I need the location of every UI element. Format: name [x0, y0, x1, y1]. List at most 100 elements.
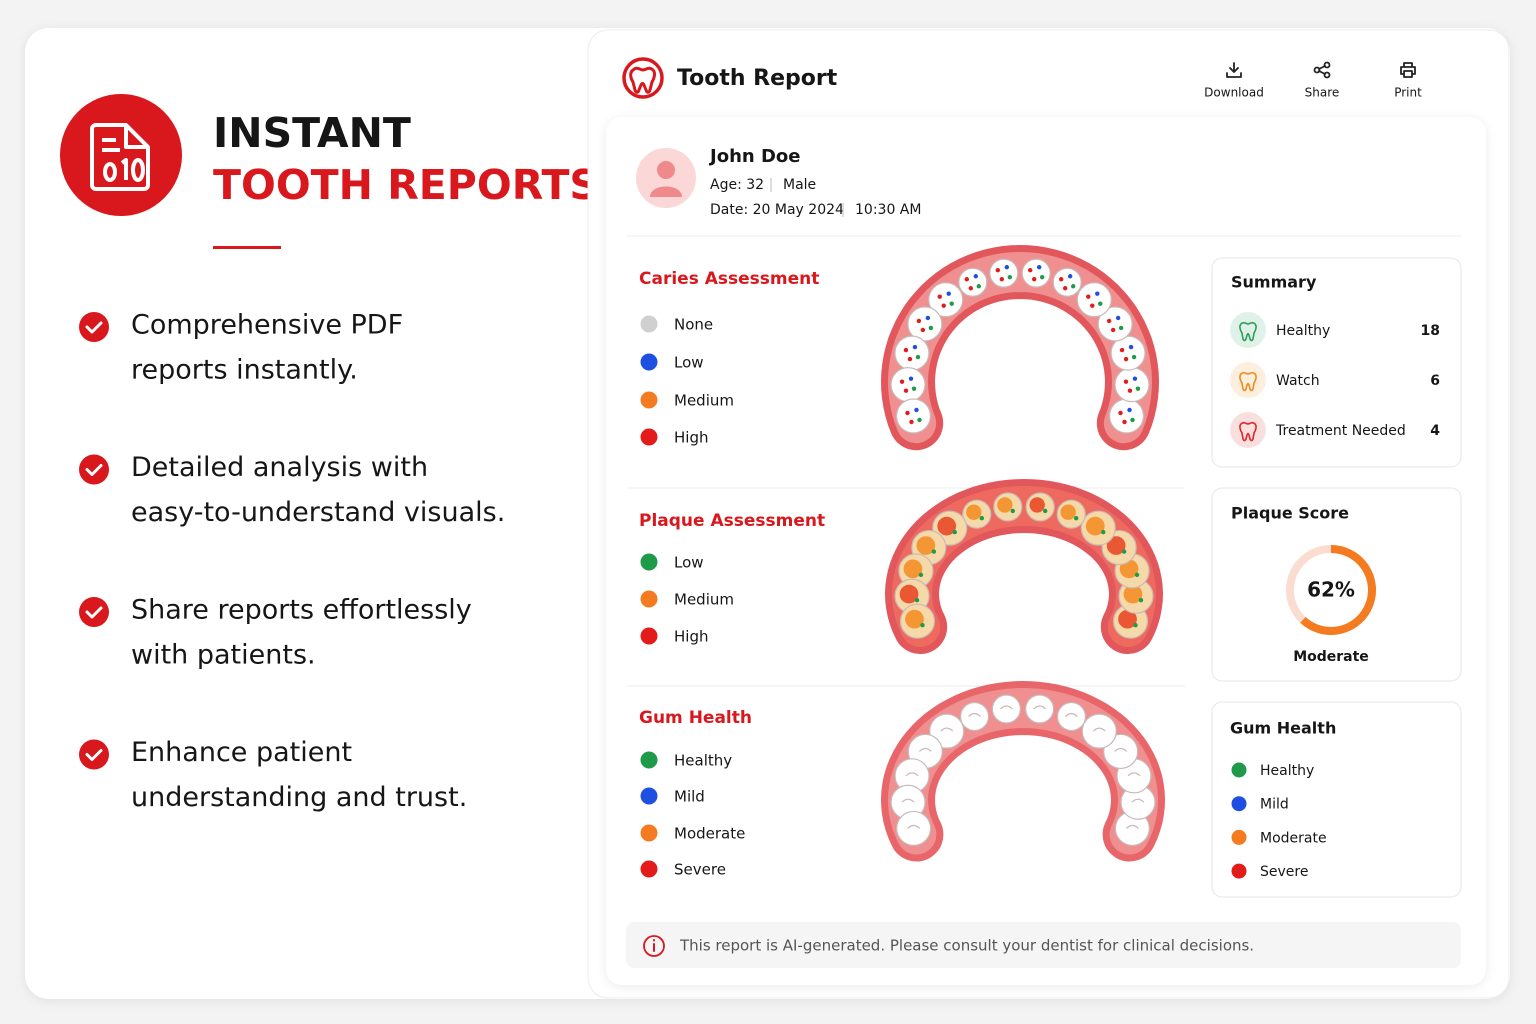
- feature-text: Detailed analysis with: [131, 452, 428, 483]
- check-mark: [85, 749, 103, 761]
- caries-spot: [928, 325, 934, 331]
- plaque-spot: [1133, 622, 1138, 628]
- report-logo: [622, 57, 664, 99]
- tooth: [991, 694, 1021, 724]
- status-icon-bg: [1230, 312, 1266, 348]
- feature-text: easy-to-understand visuals.: [131, 497, 505, 528]
- legend-dot: [640, 553, 658, 571]
- avatar-body: [650, 186, 682, 197]
- legend-dot: [1231, 863, 1247, 879]
- share-icon[interactable]: [1313, 61, 1331, 79]
- caries-spot: [1119, 347, 1125, 353]
- legend-dot: [1231, 796, 1247, 812]
- tooth: [1056, 701, 1087, 732]
- caries-spot: [1130, 417, 1135, 423]
- plaque-spot: [1123, 584, 1143, 604]
- plaque-spot: [1029, 497, 1045, 513]
- legend-label: Low: [674, 554, 704, 572]
- action-label: Download: [1204, 86, 1264, 100]
- caries-spot: [925, 315, 931, 321]
- tooth: [1108, 398, 1145, 434]
- caries-spot: [912, 344, 918, 350]
- caries-spot: [1004, 264, 1010, 270]
- tooth-groove: [901, 798, 915, 803]
- caries-spot: [1095, 291, 1100, 296]
- caries-spot: [973, 274, 979, 279]
- plaque-spot: [920, 622, 925, 628]
- caries-spot: [899, 379, 905, 384]
- feature-list: Comprehensive PDF reports instantly. Detai…: [79, 310, 505, 813]
- plaque-spot: [1106, 536, 1126, 555]
- caries-spot: [1106, 318, 1112, 324]
- hero-underline: [213, 246, 281, 249]
- legend-dot: [640, 824, 658, 842]
- tooth-groove: [1065, 712, 1078, 718]
- status-count: 4: [1430, 423, 1440, 439]
- caries-spot: [1067, 274, 1073, 279]
- caries-spot: [1127, 388, 1133, 393]
- tooth: [1097, 306, 1133, 342]
- tooth-groove: [999, 705, 1013, 710]
- caries-spot: [914, 407, 919, 413]
- tooth-groove: [1033, 705, 1047, 710]
- status-label: Healthy: [1276, 323, 1330, 339]
- download-icon[interactable]: [1226, 62, 1242, 78]
- caries-spot: [964, 277, 970, 282]
- tooth-groove: [905, 772, 919, 777]
- legend-label: Severe: [1260, 864, 1308, 880]
- caries-spot: [968, 286, 974, 291]
- caries-spot: [1039, 274, 1045, 280]
- print-icon[interactable]: [1400, 62, 1416, 78]
- plaque-title: Plaque Score: [1231, 504, 1349, 523]
- tooth: [989, 258, 1019, 288]
- hero-title-accent: TOOTH REPORTS: [213, 161, 599, 209]
- plaque-spot: [997, 497, 1013, 513]
- tooth: [895, 398, 932, 434]
- plaque-score: 62%: [1307, 578, 1355, 602]
- plaque-spot: [1121, 549, 1127, 554]
- disclaimer-bar: [626, 922, 1461, 968]
- plaque-spot: [1085, 516, 1105, 536]
- caries-spot: [1131, 354, 1137, 360]
- caries-spot: [941, 303, 946, 308]
- legend-dot: [640, 860, 658, 878]
- caries-spot: [1118, 325, 1124, 331]
- caries-spot: [908, 376, 914, 381]
- legend-label: High: [674, 429, 708, 447]
- tooth: [907, 306, 943, 342]
- status-icon-bg: [1230, 362, 1266, 398]
- plaque-spot: [1060, 504, 1076, 520]
- plaque-spot: [903, 559, 923, 579]
- caries-spot: [1127, 407, 1132, 413]
- check-icon: [79, 739, 109, 770]
- plaque-spot: [914, 597, 920, 603]
- report-title: Tooth Report: [677, 66, 838, 91]
- caries-spot: [916, 318, 922, 324]
- status-icon-bg: [1230, 412, 1266, 448]
- caries-spot: [946, 291, 951, 296]
- plaque-spot: [1042, 508, 1048, 514]
- legend-dot: [1231, 762, 1247, 778]
- legend-dot: [640, 428, 658, 446]
- caries-spot: [903, 388, 909, 393]
- caries-spot: [1058, 277, 1064, 282]
- legend-label: Severe: [674, 861, 726, 879]
- feature-text: Enhance patient: [131, 737, 352, 768]
- plaque-spot: [1138, 597, 1144, 603]
- caries-spot: [1123, 379, 1129, 384]
- caries-spot: [1132, 376, 1138, 381]
- tooth: [928, 282, 964, 318]
- hero-icon: [90, 123, 150, 191]
- status-count: 18: [1421, 323, 1440, 339]
- tooth-groove: [1125, 824, 1139, 829]
- caries-spot: [1123, 356, 1129, 362]
- legend-label: Moderate: [674, 825, 745, 843]
- legend-label: High: [674, 628, 708, 646]
- caries-spot: [905, 410, 910, 416]
- check-icon: [79, 454, 109, 485]
- caries-spot: [1128, 344, 1134, 350]
- tooth: [1114, 367, 1150, 403]
- caries-spot: [937, 294, 942, 299]
- patient-age: Age: 32: [710, 177, 764, 193]
- tooth: [894, 335, 930, 371]
